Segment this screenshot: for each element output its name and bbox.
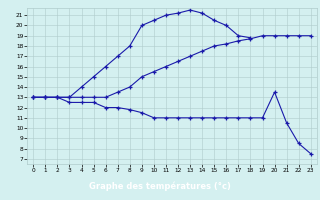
Text: Graphe des températures (°c): Graphe des températures (°c) <box>89 181 231 191</box>
